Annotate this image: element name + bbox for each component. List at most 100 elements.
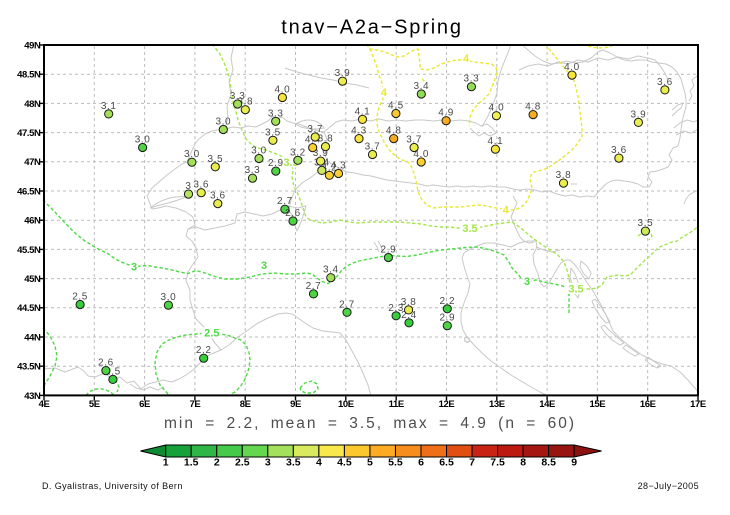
svg-text:4.3: 4.3: [351, 126, 367, 137]
svg-text:4E: 4E: [39, 399, 50, 410]
svg-text:2.5: 2.5: [235, 457, 250, 469]
svg-text:4.9: 4.9: [438, 108, 454, 119]
svg-text:28−July−2005: 28−July−2005: [638, 481, 699, 491]
svg-text:3.5: 3.5: [265, 127, 281, 138]
svg-text:2.5: 2.5: [105, 366, 121, 377]
svg-text:4.0: 4.0: [564, 62, 580, 73]
svg-text:3.5: 3.5: [462, 223, 477, 235]
svg-text:3.8: 3.8: [556, 170, 572, 181]
svg-text:3.0: 3.0: [135, 135, 151, 146]
svg-text:4.8: 4.8: [525, 102, 541, 113]
svg-text:43N: 43N: [24, 391, 41, 402]
svg-text:1.5: 1.5: [184, 457, 199, 469]
svg-text:2.4: 2.4: [401, 310, 417, 321]
svg-text:3.5: 3.5: [286, 457, 301, 469]
svg-text:3.8: 3.8: [318, 134, 334, 145]
svg-text:9: 9: [571, 457, 577, 469]
svg-text:5E: 5E: [89, 399, 100, 410]
svg-text:16E: 16E: [640, 399, 656, 410]
svg-text:6: 6: [418, 457, 424, 469]
svg-text:3.2: 3.2: [290, 147, 306, 158]
svg-text:3.0: 3.0: [161, 292, 177, 303]
svg-text:2.2: 2.2: [196, 345, 212, 356]
svg-text:2.7: 2.7: [277, 196, 293, 207]
svg-text:2.7: 2.7: [306, 281, 322, 292]
svg-text:3: 3: [524, 276, 530, 288]
svg-text:1: 1: [163, 457, 169, 469]
svg-text:45N: 45N: [24, 274, 41, 285]
svg-text:3: 3: [261, 260, 267, 272]
svg-text:3: 3: [265, 457, 271, 469]
svg-text:49N: 49N: [24, 40, 41, 51]
svg-text:4.8: 4.8: [386, 126, 402, 137]
svg-text:2.5: 2.5: [72, 292, 88, 303]
svg-text:3.0: 3.0: [251, 146, 267, 157]
svg-text:4.1: 4.1: [488, 136, 504, 147]
svg-text:2.9: 2.9: [381, 245, 397, 256]
svg-text:8.5: 8.5: [541, 457, 556, 469]
svg-text:3.6: 3.6: [657, 77, 673, 88]
svg-text:2.3: 2.3: [388, 303, 404, 314]
svg-text:11E: 11E: [389, 399, 404, 410]
svg-text:min = 2.2, mean = 3.5, max = 4: min = 2.2, mean = 3.5, max = 4.9 (n = 60…: [164, 415, 576, 432]
svg-text:7E: 7E: [189, 399, 200, 410]
svg-text:2.9: 2.9: [439, 313, 455, 324]
svg-text:2.7: 2.7: [339, 299, 355, 310]
svg-text:43.5N: 43.5N: [17, 362, 41, 373]
svg-text:5.5: 5.5: [388, 457, 403, 469]
svg-text:2.5: 2.5: [204, 328, 219, 340]
svg-text:13E: 13E: [489, 399, 505, 410]
svg-text:48N: 48N: [24, 99, 41, 110]
svg-text:46.5N: 46.5N: [17, 186, 41, 197]
svg-text:2.9: 2.9: [268, 158, 284, 169]
svg-text:47N: 47N: [24, 157, 41, 168]
svg-text:12E: 12E: [439, 399, 455, 410]
svg-text:3: 3: [185, 181, 191, 192]
svg-text:4: 4: [463, 53, 470, 65]
svg-text:4.2: 4.2: [322, 162, 338, 173]
svg-text:3.4: 3.4: [323, 265, 339, 276]
svg-text:4.1: 4.1: [355, 106, 371, 117]
svg-text:3.0: 3.0: [215, 117, 231, 128]
svg-text:3.7: 3.7: [406, 135, 422, 146]
svg-text:2: 2: [214, 457, 220, 469]
svg-text:3.4: 3.4: [413, 81, 429, 92]
svg-text:2.6: 2.6: [98, 358, 114, 369]
svg-text:3.8: 3.8: [237, 97, 253, 108]
svg-text:3.8: 3.8: [401, 297, 417, 308]
svg-text:3.5: 3.5: [207, 154, 223, 165]
svg-text:3.9: 3.9: [335, 68, 351, 79]
svg-text:3.6: 3.6: [611, 145, 627, 156]
svg-text:44N: 44N: [24, 332, 41, 343]
svg-text:3.9: 3.9: [313, 148, 329, 159]
svg-text:10E: 10E: [338, 399, 354, 410]
svg-text:17E: 17E: [690, 399, 706, 410]
svg-text:4.5: 4.5: [337, 457, 352, 469]
svg-text:3.5: 3.5: [568, 283, 583, 295]
svg-text:2.6: 2.6: [285, 208, 301, 219]
svg-text:4: 4: [316, 457, 322, 469]
svg-text:6.5: 6.5: [439, 457, 454, 469]
svg-text:5: 5: [367, 457, 373, 469]
svg-text:4: 4: [503, 205, 510, 217]
svg-text:8: 8: [520, 457, 526, 469]
svg-text:3.7: 3.7: [307, 124, 323, 135]
svg-text:D. Gyalistras, University of B: D. Gyalistras, University of Bern: [42, 481, 183, 491]
svg-text:3.6: 3.6: [210, 191, 226, 202]
svg-text:45.5N: 45.5N: [17, 245, 41, 256]
svg-text:46N: 46N: [24, 216, 41, 227]
svg-text:8E: 8E: [240, 399, 251, 410]
svg-text:3: 3: [131, 261, 137, 273]
svg-text:3.3: 3.3: [230, 91, 246, 102]
svg-text:14E: 14E: [539, 399, 555, 410]
svg-text:7: 7: [469, 457, 475, 469]
svg-text:48.5N: 48.5N: [17, 70, 41, 81]
svg-text:3.1: 3.1: [101, 101, 117, 112]
svg-text:3.5: 3.5: [638, 218, 654, 229]
svg-text:4: 4: [381, 87, 388, 99]
svg-text:7.5: 7.5: [490, 457, 505, 469]
svg-text:3.6: 3.6: [193, 180, 209, 191]
svg-text:3.3: 3.3: [464, 74, 480, 85]
svg-text:9E: 9E: [290, 399, 301, 410]
svg-text:4.0: 4.0: [489, 103, 505, 114]
